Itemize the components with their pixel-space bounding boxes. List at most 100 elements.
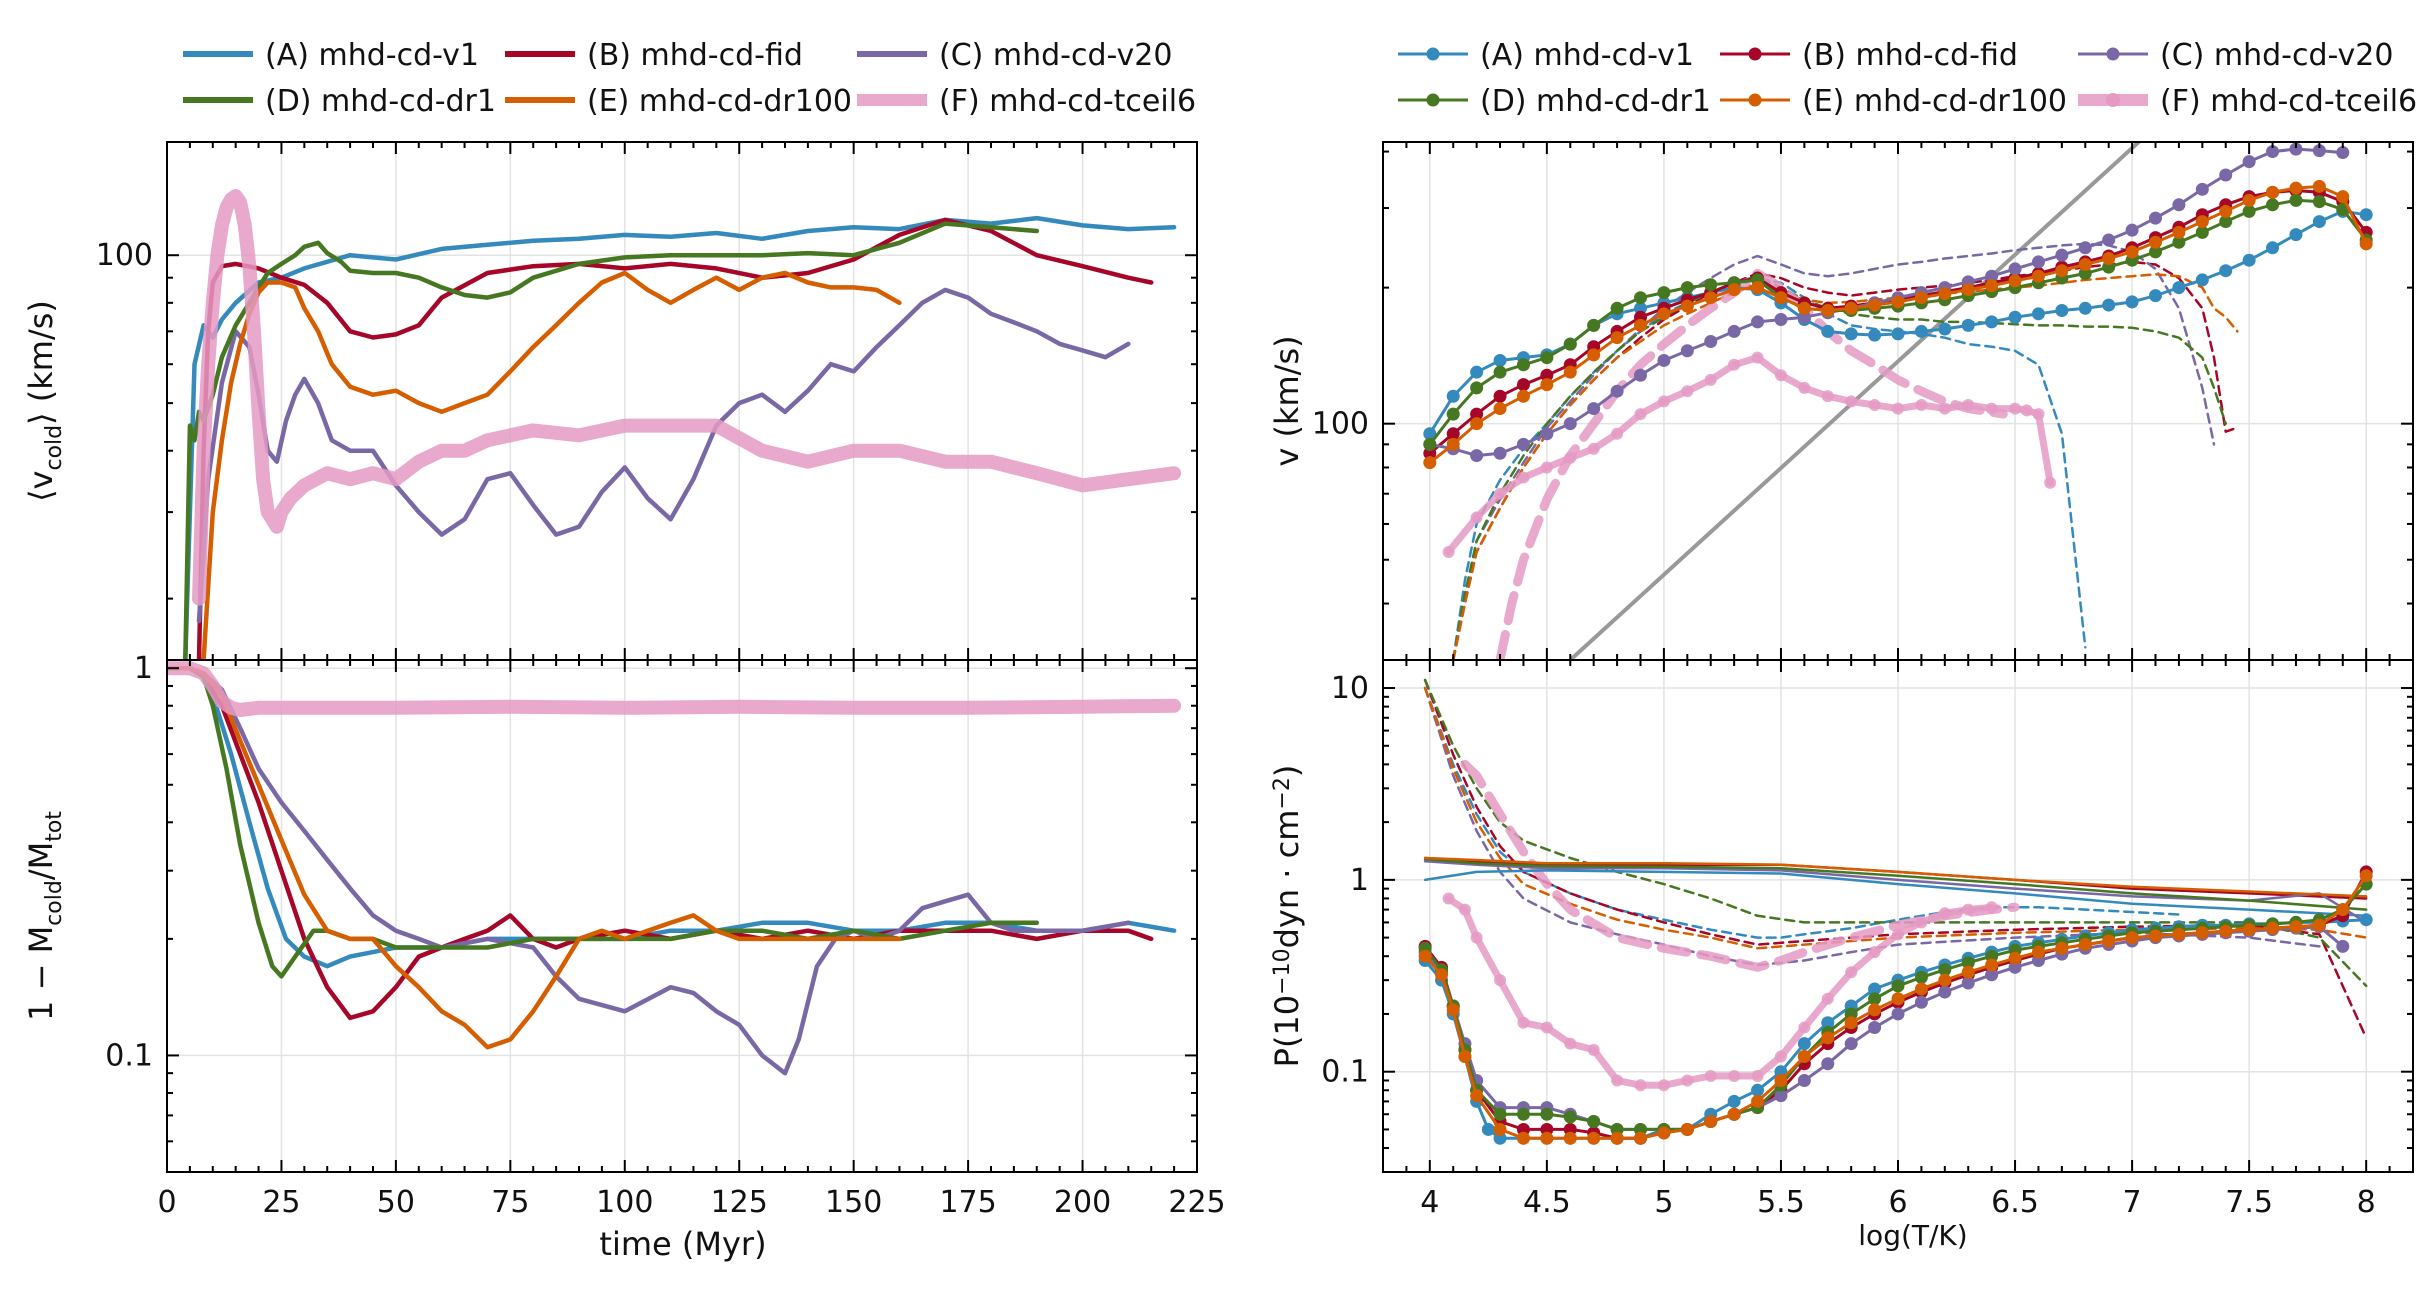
x-tick-label: 150 xyxy=(825,1185,882,1220)
marker-E xyxy=(1458,1050,1472,1064)
gridlines xyxy=(1383,142,2413,660)
marker-E xyxy=(2219,924,2233,938)
x-tick-label: 8 xyxy=(2357,1185,2376,1220)
marker-C xyxy=(2266,145,2280,159)
marker-C xyxy=(1540,427,1554,441)
y-axis-label: P(10−10dyn · cm−2) xyxy=(1268,765,1306,1068)
marker-F xyxy=(1798,381,1811,394)
marker-E xyxy=(1563,365,1577,379)
marker-C xyxy=(2289,142,2303,156)
marker-C xyxy=(1938,985,1952,999)
y-tick-label: 100 xyxy=(1312,407,1369,442)
marker-F xyxy=(1611,1074,1624,1087)
marker-A xyxy=(1821,324,1835,338)
y-axis-label: ⟨vcold⟩ (km/s) xyxy=(22,300,67,502)
marker-E xyxy=(1657,307,1671,321)
marker-E xyxy=(2266,185,2280,199)
marker-E xyxy=(2289,181,2303,195)
marker-A xyxy=(2172,281,2186,295)
y-ticks xyxy=(167,667,1197,1173)
marker-C xyxy=(2336,146,2350,160)
legend-marker-A xyxy=(1426,47,1440,61)
marker-A xyxy=(2359,913,2373,927)
marker-A xyxy=(1727,1094,1741,1108)
marker-D xyxy=(1914,970,1928,984)
marker-C xyxy=(1704,334,1718,348)
series-E-line xyxy=(201,270,902,660)
series-E-solid xyxy=(1423,856,2368,898)
marker-A xyxy=(2031,307,2045,321)
marker-E xyxy=(2172,927,2186,941)
series-F-dashed-thick xyxy=(1460,759,2020,972)
marker-A xyxy=(1914,324,1928,338)
marker-A xyxy=(2125,295,2139,309)
legend-label-A: (A) mhd-cd-v1 xyxy=(265,38,479,73)
x-tick-label: 5.5 xyxy=(1757,1185,1805,1220)
marker-F xyxy=(1681,385,1694,398)
legend-label-F: (F) mhd-cd-tceil6 xyxy=(939,84,1196,119)
marker-C xyxy=(1563,417,1577,431)
marker-D xyxy=(1540,1107,1554,1121)
marker-C xyxy=(2219,168,2233,182)
marker-E xyxy=(1938,973,1952,987)
marker-F xyxy=(1728,1069,1741,1082)
marker-A xyxy=(1868,328,1882,342)
marker-E xyxy=(2078,938,2092,952)
marker-F xyxy=(1442,892,1455,905)
marker-B xyxy=(1493,389,1507,403)
series-C-dashed xyxy=(1423,686,2321,967)
marker-F xyxy=(1564,1037,1577,1050)
marker-E xyxy=(1844,301,1858,315)
marker-F xyxy=(1938,907,1951,920)
series-D-line xyxy=(167,665,1040,979)
marker-F xyxy=(1728,358,1741,371)
marker-C xyxy=(2125,223,2139,237)
marker-C xyxy=(1891,1007,1905,1021)
y-ticks xyxy=(167,254,1197,600)
legend-marker-E xyxy=(1748,93,1762,107)
marker-E xyxy=(1446,437,1460,451)
marker-A xyxy=(2149,289,2162,303)
marker-C xyxy=(2195,182,2209,196)
marker-C xyxy=(2008,262,2022,276)
y-ticks xyxy=(1383,687,2413,1173)
marker-E xyxy=(2078,258,2092,272)
marker-A xyxy=(1938,322,1952,336)
marker-E xyxy=(2219,204,2233,218)
x-tick-label: 125 xyxy=(711,1185,768,1220)
series-A-dashed xyxy=(1423,686,2181,939)
marker-A xyxy=(2266,241,2280,255)
marker-E xyxy=(1493,402,1507,416)
marker-F xyxy=(1657,1079,1670,1092)
marker-D xyxy=(1610,301,1624,315)
marker-E xyxy=(1821,1031,1835,1045)
marker-B xyxy=(1470,407,1484,421)
marker-A xyxy=(1891,327,1905,341)
marker-E xyxy=(1470,417,1484,431)
series-F-line xyxy=(167,661,1182,717)
y-tick-label: 10 xyxy=(1331,671,1369,706)
marker-E xyxy=(2312,918,2326,932)
marker-E xyxy=(1868,298,1882,312)
marker-E xyxy=(1423,456,1437,470)
marker-A xyxy=(1634,301,1647,315)
legend-label-A: (A) mhd-cd-v1 xyxy=(1480,38,1694,73)
legend-label-B: (B) mhd-cd-fid xyxy=(587,38,803,73)
marker-A xyxy=(2242,253,2256,267)
marker-D xyxy=(1868,992,1882,1006)
marker-A xyxy=(1868,982,1882,996)
marker-E xyxy=(1634,318,1647,332)
x-tick-label: 175 xyxy=(939,1185,996,1220)
marker-C xyxy=(1587,402,1601,416)
marker-C xyxy=(1914,995,1928,1009)
y-tick-label: 100 xyxy=(96,238,153,273)
series-D-solid xyxy=(1423,858,2368,911)
marker-A xyxy=(2008,310,2022,324)
marker-E xyxy=(1493,1122,1507,1136)
axes-frame xyxy=(166,659,1198,1173)
marker-A xyxy=(1985,315,1999,329)
panel-vcold: 100 ⟨vcold⟩ (km/s) xyxy=(22,141,1198,661)
marker-E xyxy=(1516,389,1530,403)
plot-area xyxy=(167,661,1182,1076)
marker-E xyxy=(2149,235,2162,249)
